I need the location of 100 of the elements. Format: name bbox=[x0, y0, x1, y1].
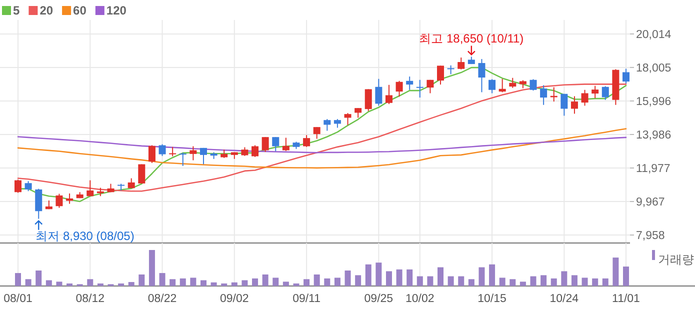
line-series bbox=[17, 84, 627, 192]
candlestick bbox=[602, 86, 609, 100]
y-tick-label: 7,958 bbox=[636, 230, 665, 242]
y-tick-label: 9,967 bbox=[636, 196, 665, 209]
legend-label: 거래량 bbox=[658, 252, 694, 266]
candlestick bbox=[282, 137, 290, 152]
bar bbox=[478, 267, 485, 286]
candlestick bbox=[86, 180, 94, 197]
candlestick bbox=[252, 144, 259, 158]
candlestick bbox=[570, 96, 578, 114]
bar bbox=[180, 278, 186, 286]
bar bbox=[190, 278, 196, 286]
bar bbox=[159, 273, 166, 286]
x-tick-label: 09/02 bbox=[220, 293, 249, 305]
candlestick bbox=[426, 79, 434, 94]
candlestick bbox=[200, 147, 207, 165]
bar bbox=[427, 276, 434, 286]
bar bbox=[148, 250, 155, 286]
bar bbox=[499, 278, 506, 286]
candlestick bbox=[313, 126, 320, 140]
x-tick-label: 10/24 bbox=[550, 293, 580, 305]
x-tick-label: 09/11 bbox=[292, 293, 321, 305]
candlestick bbox=[303, 134, 310, 148]
candlestick bbox=[190, 146, 197, 161]
bar bbox=[304, 279, 310, 286]
candlestick bbox=[396, 80, 403, 98]
bar bbox=[416, 276, 423, 286]
candlestick bbox=[148, 144, 156, 164]
candlestick bbox=[324, 118, 331, 132]
bar bbox=[138, 274, 145, 286]
bar bbox=[97, 283, 104, 286]
legend-item: 120 bbox=[95, 4, 126, 18]
x-tick-label: 10/15 bbox=[478, 293, 506, 305]
legend-label: 120 bbox=[106, 4, 127, 18]
bar bbox=[282, 282, 289, 286]
bar bbox=[66, 283, 73, 286]
candlestick bbox=[581, 89, 588, 106]
legend-item: 5 bbox=[2, 4, 20, 18]
legend-label: 60 bbox=[73, 4, 87, 18]
bar bbox=[468, 279, 474, 286]
bar bbox=[448, 276, 454, 286]
bar bbox=[365, 264, 372, 286]
candlestick bbox=[416, 79, 424, 98]
bar bbox=[571, 275, 578, 286]
bar bbox=[438, 267, 444, 286]
bar bbox=[396, 269, 402, 286]
bar bbox=[118, 283, 124, 286]
y-tick-label: 18,005 bbox=[636, 62, 672, 74]
candlestick bbox=[498, 78, 506, 93]
x-tick-label: 08/01 bbox=[4, 293, 32, 305]
bar bbox=[334, 278, 340, 286]
bar bbox=[561, 271, 568, 286]
candlestick bbox=[364, 88, 372, 112]
x-tick-label: 11/01 bbox=[612, 293, 640, 305]
bar bbox=[25, 279, 32, 286]
candlestick bbox=[478, 58, 486, 93]
bar bbox=[406, 269, 413, 286]
bar bbox=[231, 282, 238, 286]
candlestick bbox=[437, 65, 444, 86]
bar bbox=[46, 280, 52, 286]
bar bbox=[540, 275, 547, 286]
candlestick bbox=[66, 192, 74, 204]
bar bbox=[221, 283, 228, 286]
bar bbox=[530, 276, 536, 286]
y-tick-label: 11,977 bbox=[636, 162, 670, 175]
candlestick bbox=[560, 93, 568, 116]
candlestick bbox=[35, 188, 42, 220]
line-series bbox=[17, 128, 627, 169]
y-tick-label: 13,986 bbox=[636, 129, 672, 142]
x-tick-label: 08/12 bbox=[76, 293, 105, 305]
candlestick bbox=[406, 76, 414, 90]
bar bbox=[344, 270, 351, 286]
bar bbox=[87, 279, 94, 286]
bar bbox=[602, 278, 608, 286]
bar bbox=[272, 278, 279, 286]
bar bbox=[200, 280, 206, 286]
bar bbox=[582, 278, 588, 286]
bar bbox=[242, 280, 248, 286]
candlestick bbox=[540, 84, 548, 106]
candlestick bbox=[344, 112, 352, 126]
annotation: 최고 18,650 (10/11) bbox=[419, 32, 524, 46]
bar bbox=[252, 278, 258, 286]
candlestick bbox=[56, 193, 63, 208]
bar bbox=[376, 262, 382, 286]
candlestick bbox=[458, 57, 465, 70]
candlestick bbox=[169, 146, 176, 157]
candlestick bbox=[262, 136, 269, 152]
bar bbox=[510, 279, 516, 286]
y-tick-label: 20,014 bbox=[636, 28, 672, 41]
bar bbox=[56, 282, 62, 286]
bar bbox=[15, 273, 21, 286]
x-tick-label: 08/22 bbox=[148, 293, 177, 305]
candlestick bbox=[509, 77, 516, 88]
bar bbox=[612, 258, 619, 286]
y-tick-label: 15,996 bbox=[636, 96, 672, 108]
bar bbox=[128, 282, 134, 286]
legend-item: 거래량 bbox=[652, 250, 694, 266]
legend-item: 60 bbox=[62, 4, 86, 18]
annotation: 최저 8,930 (08/05) bbox=[36, 228, 134, 243]
legend-item: 20 bbox=[28, 4, 54, 18]
